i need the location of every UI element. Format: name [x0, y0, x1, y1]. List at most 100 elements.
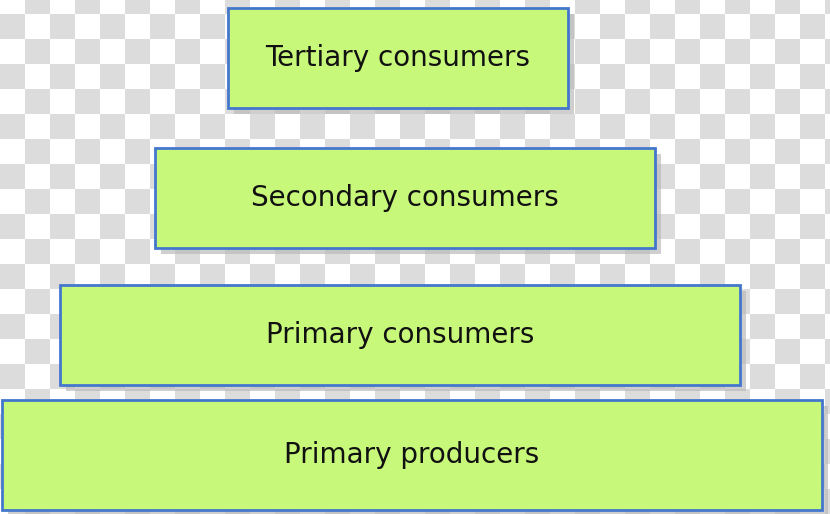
- Bar: [550, 439, 575, 464]
- Bar: [575, 39, 600, 64]
- Bar: [750, 339, 775, 364]
- Bar: [825, 314, 830, 339]
- Bar: [600, 439, 625, 464]
- Bar: [425, 14, 450, 39]
- Bar: [325, 339, 350, 364]
- Bar: [675, 239, 700, 264]
- Bar: [725, 264, 750, 289]
- Bar: [275, 164, 300, 189]
- Bar: [450, 214, 475, 239]
- Bar: [325, 489, 350, 514]
- Bar: [25, 164, 50, 189]
- Bar: [200, 314, 225, 339]
- Bar: [750, 64, 775, 89]
- Bar: [525, 0, 550, 14]
- Bar: [625, 364, 650, 389]
- Bar: [425, 89, 450, 114]
- Bar: [775, 439, 800, 464]
- Bar: [550, 39, 575, 64]
- Bar: [300, 0, 325, 14]
- Bar: [150, 239, 175, 264]
- Bar: [450, 0, 475, 14]
- Bar: [125, 64, 150, 89]
- Bar: [75, 139, 100, 164]
- Bar: [125, 89, 150, 114]
- Bar: [725, 89, 750, 114]
- Bar: [600, 264, 625, 289]
- Bar: [625, 414, 650, 439]
- Bar: [600, 64, 625, 89]
- Bar: [500, 189, 525, 214]
- Bar: [25, 314, 50, 339]
- Bar: [475, 414, 500, 439]
- Bar: [300, 114, 325, 139]
- Bar: [325, 164, 350, 189]
- Bar: [550, 14, 575, 39]
- Bar: [150, 89, 175, 114]
- Bar: [775, 489, 800, 514]
- Bar: [400, 214, 425, 239]
- Bar: [400, 189, 425, 214]
- Bar: [150, 164, 175, 189]
- Bar: [275, 364, 300, 389]
- Bar: [700, 364, 725, 389]
- Bar: [650, 289, 675, 314]
- Bar: [475, 39, 500, 64]
- Bar: [675, 39, 700, 64]
- Bar: [0, 364, 25, 389]
- Bar: [250, 264, 275, 289]
- Bar: [550, 464, 575, 489]
- Bar: [650, 464, 675, 489]
- Bar: [275, 189, 300, 214]
- Bar: [225, 464, 250, 489]
- Bar: [550, 289, 575, 314]
- Bar: [0, 314, 25, 339]
- Bar: [675, 389, 700, 414]
- Bar: [200, 464, 225, 489]
- Bar: [600, 189, 625, 214]
- Bar: [150, 0, 175, 14]
- Bar: [400, 164, 425, 189]
- Bar: [675, 189, 700, 214]
- Bar: [825, 39, 830, 64]
- Bar: [25, 89, 50, 114]
- Bar: [750, 289, 775, 314]
- Bar: [375, 364, 400, 389]
- Bar: [375, 489, 400, 514]
- Bar: [400, 139, 425, 164]
- Bar: [50, 64, 75, 89]
- Bar: [375, 264, 400, 289]
- Bar: [200, 239, 225, 264]
- Bar: [700, 0, 725, 14]
- Bar: [350, 364, 375, 389]
- Bar: [175, 139, 200, 164]
- Bar: [475, 314, 500, 339]
- FancyBboxPatch shape: [228, 8, 568, 108]
- Bar: [200, 64, 225, 89]
- Bar: [350, 439, 375, 464]
- Bar: [525, 339, 550, 364]
- Bar: [0, 214, 25, 239]
- Bar: [100, 164, 125, 189]
- Bar: [725, 0, 750, 14]
- Bar: [375, 439, 400, 464]
- Bar: [400, 264, 425, 289]
- Bar: [50, 289, 75, 314]
- Bar: [125, 339, 150, 364]
- Bar: [525, 14, 550, 39]
- Bar: [225, 439, 250, 464]
- Bar: [275, 239, 300, 264]
- Bar: [750, 189, 775, 214]
- Bar: [475, 264, 500, 289]
- Bar: [675, 414, 700, 439]
- Bar: [250, 339, 275, 364]
- Bar: [300, 239, 325, 264]
- Bar: [250, 389, 275, 414]
- Bar: [300, 164, 325, 189]
- Bar: [100, 339, 125, 364]
- Bar: [750, 214, 775, 239]
- Bar: [725, 214, 750, 239]
- Bar: [500, 314, 525, 339]
- Bar: [775, 214, 800, 239]
- Bar: [825, 14, 830, 39]
